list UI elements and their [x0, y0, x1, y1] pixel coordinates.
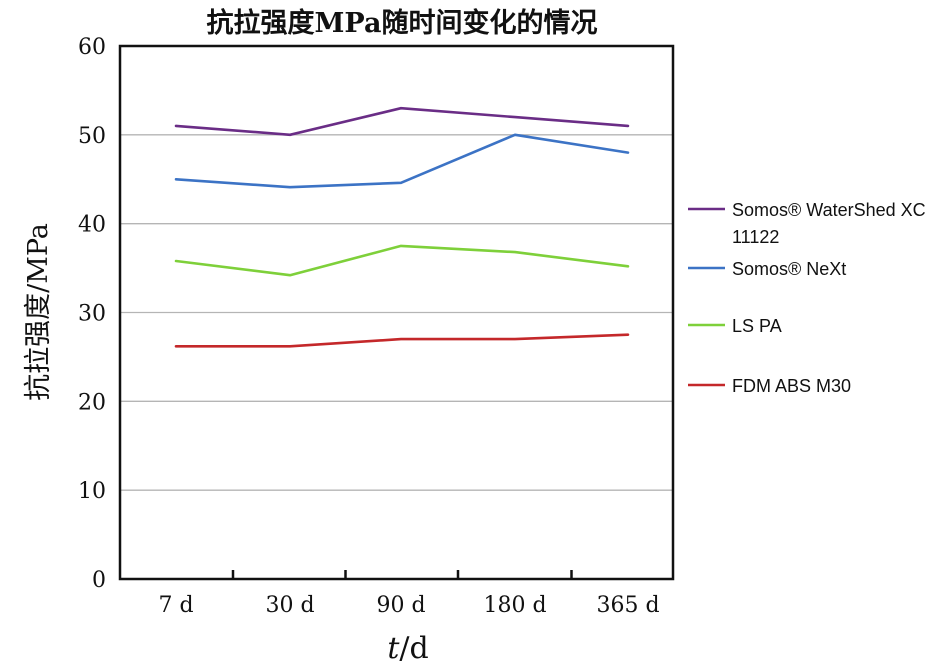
y-tick-label: 10: [78, 479, 106, 504]
x-tick-label: 365 d: [596, 593, 659, 618]
axis-ticks: [231, 570, 573, 579]
plot-frame: [118, 44, 675, 581]
legend-label: Somos® WaterShed XC: [732, 200, 926, 220]
series-line-4: [174, 333, 630, 348]
y-tick-label: 20: [78, 390, 106, 415]
grid-lines: [120, 134, 673, 491]
legend-label: 11122: [732, 227, 779, 247]
x-tick-label: 7 d: [158, 593, 193, 618]
x-axis-label: t/d: [387, 631, 428, 665]
series-line-1: [174, 106, 630, 137]
legend-label: LS PA: [732, 316, 782, 336]
x-tick-labels: 7 d 30 d 90 d 180 d 365 d: [158, 593, 659, 618]
x-tick-label: 180 d: [483, 593, 546, 618]
legend-label: FDM ABS M30: [732, 376, 851, 396]
series-line-2: [174, 133, 630, 189]
legend: Somos® WaterShed XC 11122 Somos® NeXt LS PA…: [688, 200, 926, 396]
series-line-3: [174, 244, 630, 277]
x-axis-label-italic: t: [387, 631, 400, 665]
y-tick-label: 60: [78, 35, 106, 60]
y-tick-label: 50: [78, 124, 106, 149]
y-tick-label: 0: [92, 568, 106, 593]
y-tick-label: 40: [78, 213, 106, 238]
chart-title: 抗拉强度MPa随时间变化的情况: [207, 7, 598, 39]
x-tick-label: 30 d: [265, 593, 314, 618]
y-tick-label: 30: [78, 302, 106, 327]
legend-label: Somos® NeXt: [732, 259, 846, 279]
x-axis-label-unit: /d: [399, 631, 428, 665]
y-axis-label: 抗拉强度/MPa: [23, 223, 54, 401]
x-tick-label: 90 d: [376, 593, 425, 618]
y-tick-labels: 0 10 20 30 40 50 60: [78, 35, 106, 593]
series-lines: [174, 106, 630, 348]
